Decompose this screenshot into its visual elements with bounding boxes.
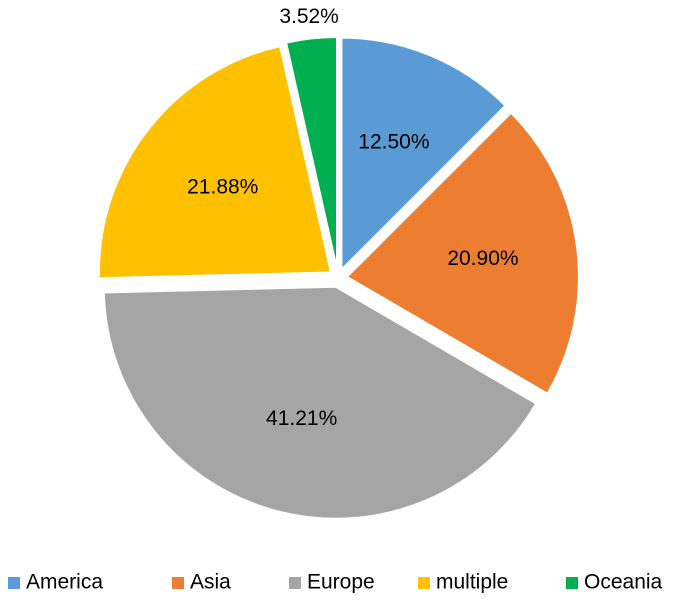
- data-label: 41.21%: [266, 407, 337, 430]
- pie-slice: [102, 285, 538, 520]
- legend-label: America: [26, 571, 103, 594]
- pie-slice: [340, 36, 507, 273]
- legend-marker: [8, 577, 20, 589]
- legend-label: Europe: [307, 571, 375, 594]
- pie-slice: [345, 111, 580, 396]
- legend-marker: [289, 577, 301, 589]
- legend-marker: [418, 577, 430, 589]
- legend-label: Asia: [190, 571, 231, 594]
- pie-slice: [97, 44, 333, 280]
- legend-marker: [566, 577, 578, 589]
- legend-label: multiple: [436, 571, 508, 594]
- pie-slice: [284, 36, 339, 270]
- legend-marker: [172, 577, 184, 589]
- legend-label: Oceania: [584, 571, 663, 594]
- data-label: 21.88%: [187, 176, 258, 199]
- data-label: 20.90%: [447, 247, 518, 270]
- data-label: 3.52%: [279, 5, 339, 28]
- data-label: 12.50%: [358, 131, 429, 154]
